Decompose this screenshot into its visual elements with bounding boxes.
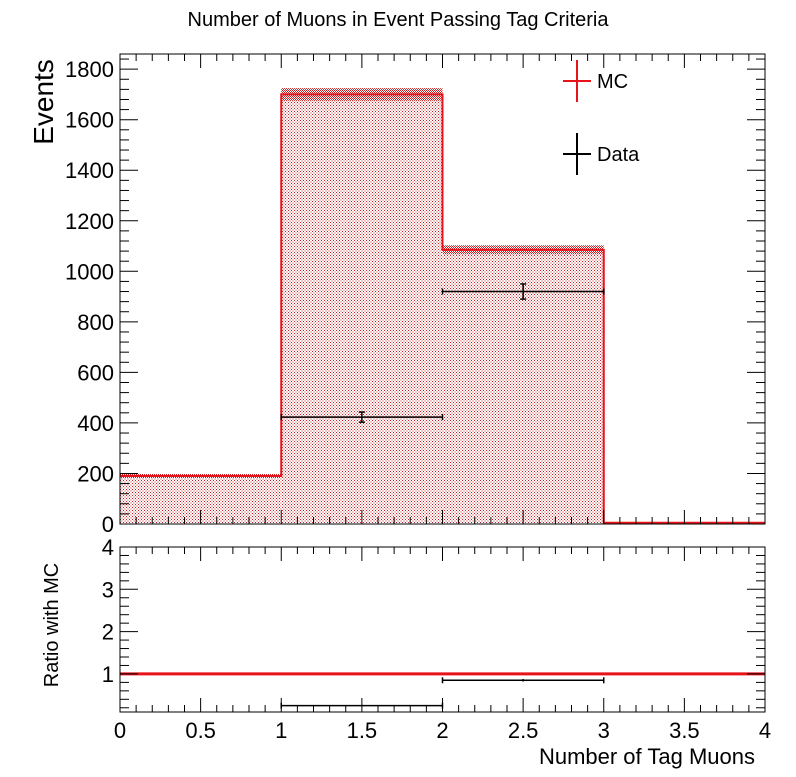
ratio-data-point: [441, 677, 605, 684]
legend-entry: MC: [563, 60, 628, 102]
x-tick-label: 0.5: [185, 718, 216, 743]
mc-histogram-group: [120, 88, 765, 524]
ratio-y-tick-label: 4: [102, 535, 114, 560]
main-y-ticks: 0 200 400 600 800 1000 1200 1400 1600 1800: [65, 57, 765, 537]
ratio-y-tick-label: 3: [102, 577, 114, 602]
x-tick-label: 2.5: [508, 718, 539, 743]
ratio-x-ticks: 0 0.5 1 1.5 2 2.5 3 3.5 4: [114, 547, 771, 743]
ratio-y-tick-label: 2: [102, 620, 114, 645]
chart-title: Number of Muons in Event Passing Tag Cri…: [188, 9, 610, 31]
x-tick-label: 0: [114, 718, 126, 743]
y-tick-label: 600: [77, 360, 114, 385]
main-ylabel: Events: [28, 59, 59, 145]
y-tick-label: 0: [102, 512, 114, 537]
x-tick-label: 4: [759, 718, 771, 743]
mc-histogram-line: [120, 93, 765, 524]
ratio-ylabel: Ratio with MC: [41, 563, 63, 687]
y-tick-label: 400: [77, 411, 114, 436]
main-panel: 0 200 400 600 800 1000 1200 1400 1600 1800 MC Data: [65, 53, 766, 537]
legend-entry: Data: [563, 133, 640, 175]
mc-bar: [281, 94, 443, 524]
y-tick-label: 1800: [65, 57, 114, 82]
ratio-panel: 1 2 3 4 0 0.5 1 1.5 2 2.5 3 3.5 4: [102, 535, 771, 743]
y-tick-label: 1600: [65, 108, 114, 133]
ratio-y-tick-label: 1: [102, 662, 114, 687]
y-tick-label: 1200: [65, 209, 114, 234]
y-tick-label: 800: [77, 310, 114, 335]
x-tick-label: 3: [598, 718, 610, 743]
legend: MC Data: [563, 60, 640, 175]
y-tick-label: 1000: [65, 259, 114, 284]
data-point: [280, 411, 444, 423]
x-tick-label: 2: [436, 718, 448, 743]
ratio-frame: [119, 546, 766, 713]
ratio-y-ticks: 1 2 3 4: [102, 535, 765, 709]
main-x-ticks: [119, 54, 766, 524]
y-tick-label: 200: [77, 461, 114, 486]
x-axis-label: Number of Tag Muons: [539, 744, 755, 769]
legend-label: MC: [597, 71, 628, 93]
x-tick-label: 3.5: [669, 718, 700, 743]
legend-label: Data: [597, 144, 640, 166]
y-tick-label: 1400: [65, 158, 114, 183]
x-tick-label: 1.5: [347, 718, 378, 743]
data-point: [441, 283, 605, 300]
x-tick-label: 1: [275, 718, 287, 743]
